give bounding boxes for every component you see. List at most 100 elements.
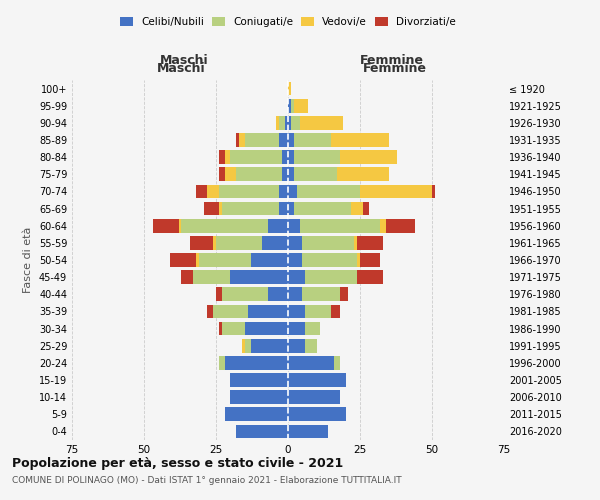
Bar <box>288 356 334 370</box>
Bar <box>213 236 216 250</box>
Bar <box>294 168 337 181</box>
Bar <box>268 288 288 301</box>
Bar <box>208 184 219 198</box>
Bar <box>236 133 239 147</box>
Bar <box>288 168 294 181</box>
Bar <box>280 133 288 147</box>
Bar <box>219 202 222 215</box>
Bar <box>331 304 340 318</box>
Bar <box>288 253 302 267</box>
Bar <box>305 322 320 336</box>
Bar <box>199 253 251 267</box>
Bar <box>294 202 352 215</box>
Text: Maschi: Maschi <box>160 54 209 68</box>
Bar <box>288 270 305 284</box>
Bar <box>230 150 282 164</box>
Bar <box>224 408 288 421</box>
Bar <box>288 202 294 215</box>
Bar <box>219 168 224 181</box>
Bar <box>288 424 328 438</box>
Bar <box>152 219 179 232</box>
Bar <box>251 253 288 267</box>
Bar <box>282 168 288 181</box>
Bar <box>288 288 302 301</box>
Bar <box>245 322 288 336</box>
Bar <box>285 116 288 130</box>
Bar <box>352 202 363 215</box>
Bar <box>236 168 282 181</box>
Bar <box>248 304 288 318</box>
Bar <box>288 339 305 352</box>
Bar <box>288 408 346 421</box>
Bar <box>213 304 248 318</box>
Bar <box>294 99 308 112</box>
Bar <box>363 202 368 215</box>
Bar <box>337 168 389 181</box>
Bar <box>357 270 383 284</box>
Bar <box>288 82 291 96</box>
Legend: Celibi/Nubili, Coniugati/e, Vedovi/e, Divorziati/e: Celibi/Nubili, Coniugati/e, Vedovi/e, Di… <box>116 12 460 31</box>
Bar <box>360 253 380 267</box>
Bar <box>291 99 294 112</box>
Bar <box>245 339 251 352</box>
Bar <box>296 184 360 198</box>
Bar <box>251 339 288 352</box>
Bar <box>291 116 299 130</box>
Bar <box>432 184 435 198</box>
Bar <box>196 253 199 267</box>
Text: Femmine: Femmine <box>362 62 427 75</box>
Bar <box>181 270 193 284</box>
Bar <box>224 356 288 370</box>
Bar <box>288 99 291 112</box>
Bar <box>219 356 224 370</box>
Bar <box>288 322 305 336</box>
Bar <box>262 236 288 250</box>
Bar <box>305 339 317 352</box>
Bar <box>282 150 288 164</box>
Bar <box>277 116 280 130</box>
Bar <box>245 133 280 147</box>
Bar <box>302 288 340 301</box>
Bar <box>236 424 288 438</box>
Bar <box>288 133 294 147</box>
Bar <box>288 373 346 387</box>
Bar <box>193 270 230 284</box>
Y-axis label: Fasce di età: Fasce di età <box>23 227 33 293</box>
Bar <box>222 288 268 301</box>
Bar <box>268 219 288 232</box>
Bar <box>299 116 343 130</box>
Bar <box>302 236 354 250</box>
Bar <box>331 133 389 147</box>
Bar <box>216 288 222 301</box>
Bar <box>288 150 294 164</box>
Bar <box>224 150 230 164</box>
Bar <box>288 184 296 198</box>
Bar <box>288 236 302 250</box>
Bar <box>386 219 415 232</box>
Bar <box>357 253 360 267</box>
Bar <box>380 219 386 232</box>
Text: Maschi: Maschi <box>157 62 206 75</box>
Bar <box>294 150 340 164</box>
Bar <box>230 390 288 404</box>
Bar <box>216 236 262 250</box>
Bar <box>230 270 288 284</box>
Bar <box>354 236 357 250</box>
Bar <box>224 168 236 181</box>
Bar <box>302 253 357 267</box>
Bar <box>205 202 219 215</box>
Bar <box>280 202 288 215</box>
Bar <box>222 202 280 215</box>
Bar <box>179 219 181 232</box>
Bar <box>357 236 383 250</box>
Bar <box>334 356 340 370</box>
Bar <box>360 184 432 198</box>
Bar <box>288 304 305 318</box>
Bar <box>340 150 397 164</box>
Bar <box>219 150 224 164</box>
Bar <box>288 219 299 232</box>
Bar <box>242 339 245 352</box>
Bar <box>190 236 213 250</box>
Bar <box>340 288 349 301</box>
Bar <box>239 133 245 147</box>
